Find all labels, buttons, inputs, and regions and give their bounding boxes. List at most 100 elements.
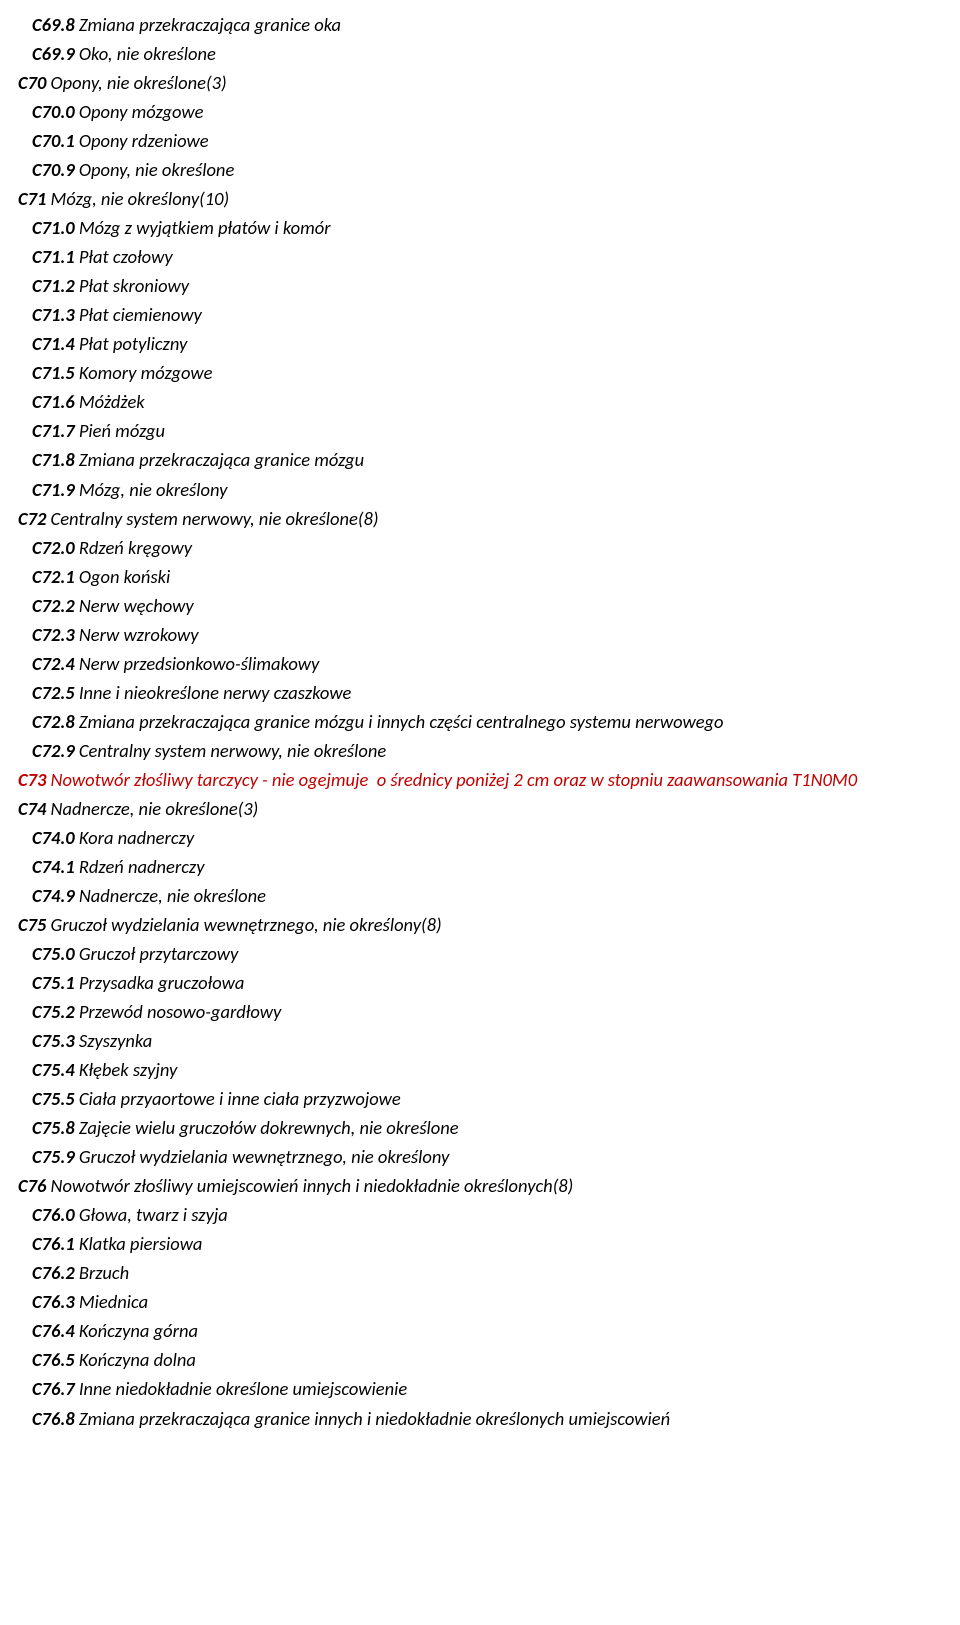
icd-description: Gruczoł wydzielania wewnętrznego, nie ok… [46,913,441,936]
icd-description: Płat skroniowy [75,274,189,297]
code-line: C72.4 Nerw przedsionkowo-ślimakowy [32,649,942,678]
code-line: C71 Mózg, nie określony(10) [18,184,942,213]
code-line: C70.9 Opony, nie określone [32,155,942,184]
icd-description: Ogon koński [75,565,171,588]
icd-code: C76.0 [32,1203,75,1226]
code-line: C72 Centralny system nerwowy, nie określ… [18,504,942,533]
icd-description: Nerw węchowy [75,594,194,617]
icd-code: C75.4 [32,1058,75,1081]
code-line: C74.1 Rdzeń nadnerczy [32,852,942,881]
icd-code: C71.5 [32,361,75,384]
icd-code: C74.0 [32,826,75,849]
icd-code: C74.9 [32,884,75,907]
code-line: C71.0 Mózg z wyjątkiem płatów i komór [32,213,942,242]
code-line: C71.7 Pień mózgu [32,416,942,445]
code-line: C75.4 Kłębek szyjny [32,1055,942,1084]
icd-code: C76 [18,1174,46,1197]
icd-code: C75.8 [32,1116,75,1139]
code-line: C75.5 Ciała przyaortowe i inne ciała prz… [32,1084,942,1113]
icd-description: Opony, nie określone(3) [46,71,226,94]
icd-description: Kora nadnerczy [75,826,194,849]
icd-description: Mózg z wyjątkiem płatów i komór [75,216,331,239]
icd-description: Kończyna górna [75,1319,198,1342]
code-line: C70 Opony, nie określone(3) [18,68,942,97]
icd-description: Zmiana przekraczająca granice mózgu i in… [75,710,724,733]
icd-code: C72.3 [32,623,75,646]
code-line: C76.0 Głowa, twarz i szyja [32,1200,942,1229]
icd-description: Nowotwór złośliwy tarczycy - nie ogejmuj… [46,768,857,791]
code-line: C71.2 Płat skroniowy [32,271,942,300]
icd-code: C69.8 [32,13,75,36]
icd-code: C76.3 [32,1290,75,1313]
code-line: C71.8 Zmiana przekraczająca granice mózg… [32,445,942,474]
icd-code: C72.4 [32,652,75,675]
icd-code: C72.2 [32,594,75,617]
icd-description: Centralny system nerwowy, nie określone [75,739,387,762]
icd-code: C71.1 [32,245,75,268]
code-line: C76 Nowotwór złośliwy umiejscowień innyc… [18,1171,942,1200]
icd-description: Komory mózgowe [75,361,213,384]
code-line: C69.8 Zmiana przekraczająca granice oka [32,10,942,39]
code-line: C74.9 Nadnercze, nie określone [32,881,942,910]
icd-code: C76.5 [32,1348,75,1371]
icd-code: C72.5 [32,681,75,704]
icd-description: Przewód nosowo-gardłowy [75,1000,282,1023]
code-line: C70.1 Opony rdzeniowe [32,126,942,155]
icd-description: Oko, nie określone [75,42,216,65]
code-line: C75.1 Przysadka gruczołowa [32,968,942,997]
code-line: C76.5 Kończyna dolna [32,1345,942,1374]
icd-description: Brzuch [75,1261,129,1284]
code-line: C76.8 Zmiana przekraczająca granice inny… [32,1404,942,1433]
icd-code: C71.9 [32,478,75,501]
icd-code: C75.0 [32,942,75,965]
code-line: C71.1 Płat czołowy [32,242,942,271]
icd-description: Nerw przedsionkowo-ślimakowy [75,652,320,675]
icd-code: C75.3 [32,1029,75,1052]
icd-description: Głowa, twarz i szyja [75,1203,228,1226]
icd-code: C71.3 [32,303,75,326]
icd-description: Miednica [75,1290,148,1313]
code-line: C71.9 Mózg, nie określony [32,475,942,504]
icd-code: C75.5 [32,1087,75,1110]
icd-description: Opony, nie określone [75,158,235,181]
icd-code: C72.9 [32,739,75,762]
icd-description: Móżdżek [75,390,145,413]
icd-code: C76.7 [32,1377,75,1400]
icd-code: C70.1 [32,129,75,152]
icd-description: Gruczoł przytarczowy [75,942,239,965]
icd-description: Pień mózgu [75,419,165,442]
icd-description: Szyszynka [75,1029,153,1052]
icd-description: Ciała przyaortowe i inne ciała przyzwojo… [75,1087,401,1110]
icd-description: Kłębek szyjny [75,1058,178,1081]
icd-code: C70.9 [32,158,75,181]
icd-code: C74.1 [32,855,75,878]
icd-code: C76.4 [32,1319,75,1342]
icd-code: C71.0 [32,216,75,239]
code-line: C73 Nowotwór złośliwy tarczycy - nie oge… [18,765,942,794]
code-line: C72.3 Nerw wzrokowy [32,620,942,649]
icd-description: Centralny system nerwowy, nie określone(… [46,507,378,530]
code-line: C74 Nadnercze, nie określone(3) [18,794,942,823]
code-line: C72.2 Nerw węchowy [32,591,942,620]
icd-code: C75 [18,913,46,936]
icd-description: Nerw wzrokowy [75,623,199,646]
code-line: C75.2 Przewód nosowo-gardłowy [32,997,942,1026]
icd-code: C76.2 [32,1261,75,1284]
code-line: C75.8 Zajęcie wielu gruczołów dokrewnych… [32,1113,942,1142]
code-line: C70.0 Opony mózgowe [32,97,942,126]
icd-description: Płat czołowy [75,245,173,268]
icd-code: C75.2 [32,1000,75,1023]
icd-code: C74 [18,797,46,820]
icd-description: Zmiana przekraczająca granice mózgu [75,448,364,471]
icd-code: C72 [18,507,46,530]
code-line: C72.0 Rdzeń kręgowy [32,533,942,562]
icd-description: Opony mózgowe [75,100,204,123]
icd-description: Kończyna dolna [75,1348,196,1371]
icd-code: C70 [18,71,46,94]
icd-code: C72.0 [32,536,75,559]
code-line: C75.0 Gruczoł przytarczowy [32,939,942,968]
code-line: C76.4 Kończyna górna [32,1316,942,1345]
code-line: C72.8 Zmiana przekraczająca granice mózg… [32,707,942,736]
icd-code: C71.8 [32,448,75,471]
icd-description: Opony rdzeniowe [75,129,209,152]
